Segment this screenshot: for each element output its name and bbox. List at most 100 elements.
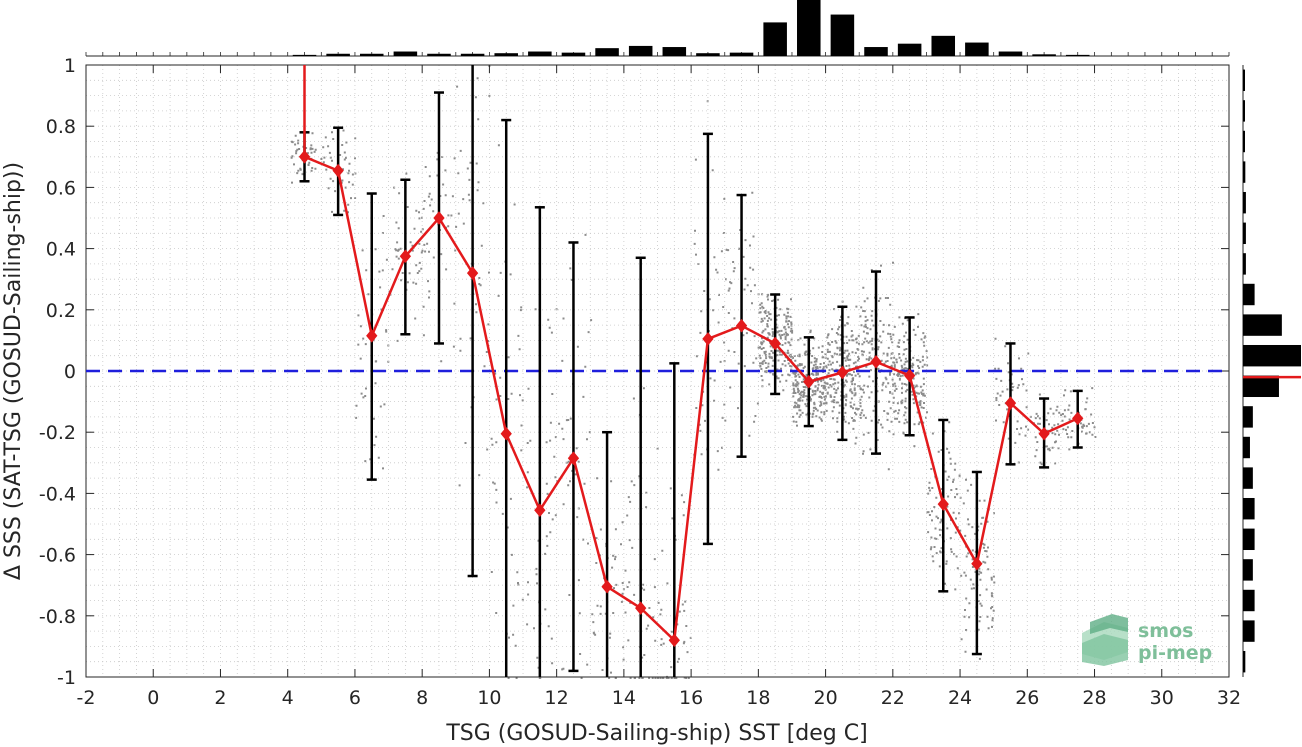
x-axis-title: TSG (GOSUD-Sailing-ship) SST [deg C] — [445, 721, 867, 746]
top-histogram-bar — [864, 47, 888, 56]
right-histogram-bar — [1243, 69, 1245, 92]
right-histogram-bar — [1243, 314, 1282, 336]
right-histogram-bar — [1243, 436, 1250, 459]
top-histogram-bar — [561, 52, 586, 56]
data-point-marker — [635, 601, 647, 615]
y-tick-label: -0.6 — [39, 545, 76, 567]
top-histogram-bar — [460, 53, 485, 56]
right-histogram-bar — [1243, 650, 1246, 673]
right-histogram-bar — [1243, 589, 1255, 612]
x-tick-label: 10 — [477, 687, 501, 709]
x-tick-label: 8 — [416, 687, 428, 709]
data-point-marker — [971, 556, 983, 571]
x-tick-label: 24 — [948, 687, 972, 709]
axis-ticks — [85, 64, 1230, 678]
data-point-marker — [399, 249, 412, 264]
top-histogram-bar — [998, 51, 1023, 56]
top-histogram-bar — [965, 42, 989, 56]
top-histogram-bar — [359, 53, 384, 56]
top-histogram-bar — [494, 53, 518, 56]
right-histogram-bar — [1243, 406, 1253, 428]
error-bar — [467, 65, 478, 578]
x-tick-label: 30 — [1150, 687, 1174, 709]
logo-text-line1: smos — [1138, 620, 1193, 642]
top-histogram-bar — [427, 53, 451, 56]
data-point-marker — [836, 365, 849, 380]
data-point-marker — [366, 329, 378, 343]
right-histogram-bar — [1243, 528, 1255, 551]
x-tick-label: 18 — [746, 687, 770, 709]
y-tick-label: -1 — [57, 667, 76, 689]
data-point-marker — [702, 332, 714, 346]
right-histogram-bar — [1243, 222, 1246, 245]
y-tick-label: 0 — [64, 361, 76, 383]
right-histogram — [1242, 65, 1301, 677]
data-point-marker — [870, 355, 882, 369]
data-point-marker — [1072, 411, 1084, 426]
top-histogram-bar — [729, 52, 754, 56]
x-tick-label: 4 — [282, 687, 294, 709]
right-histogram-bar — [1243, 467, 1253, 489]
right-histogram-bar — [1243, 620, 1255, 642]
y-tick-label: -0.8 — [39, 606, 76, 628]
x-tick-labels: -2 0 2 4 6 8 10 12 14 16 18 20 22 24 26 28 30 32 — [77, 687, 1242, 709]
top-histogram-bar — [528, 51, 552, 56]
top-histogram-bar — [1065, 54, 1090, 56]
top-histogram-bar — [931, 35, 956, 56]
data-point-marker — [803, 374, 815, 389]
y-tick-label: 0.8 — [46, 116, 76, 138]
y-tick-label: 0.6 — [46, 177, 76, 199]
x-tick-label: 28 — [1082, 687, 1106, 709]
data-point-marker — [534, 503, 546, 518]
data-point-marker — [332, 163, 344, 178]
top-histogram-bar — [326, 53, 350, 56]
top-histogram-bar — [292, 54, 317, 56]
data-point-marker — [769, 336, 781, 351]
y-tick-label: 0.2 — [46, 300, 76, 322]
top-histogram — [85, 0, 1230, 57]
y-axis-title: Δ SSS (SAT-TSG (GOSUD-Sailing-ship)) — [1, 162, 26, 580]
series-line — [303, 65, 1079, 643]
data-point-marker — [1038, 426, 1050, 441]
smos-pi-mep-logo: smos pi-mep — [1082, 614, 1212, 666]
data-point-marker — [903, 368, 916, 383]
top-histogram-bar — [1032, 54, 1056, 56]
right-histogram-bar — [1243, 253, 1246, 275]
data-point-marker — [433, 211, 445, 225]
right-histogram-bar — [1243, 100, 1245, 122]
y-tick-label: 0.4 — [46, 239, 76, 261]
x-tick-label: 0 — [147, 687, 159, 709]
error-bar — [602, 430, 613, 677]
right-histogram-bar — [1243, 344, 1301, 367]
y-tick-labels: 1 0.8 0.6 0.4 0.2 0 -0.2 -0.4 -0.6 -0.8 -1 — [39, 55, 76, 689]
data-point-marker — [567, 451, 580, 465]
x-tick-label: 20 — [813, 687, 837, 709]
y-tick-label: -0.2 — [39, 422, 76, 444]
data-point-marker — [298, 150, 311, 164]
series-markers — [298, 150, 1084, 648]
x-tick-label: 32 — [1217, 687, 1241, 709]
right-histogram-bar — [1243, 283, 1255, 306]
top-histogram-bar — [595, 48, 619, 56]
data-point-marker — [466, 266, 479, 280]
data-point-marker — [1004, 396, 1017, 410]
x-tick-label: 14 — [612, 687, 636, 709]
right-histogram-bar — [1243, 375, 1279, 398]
top-histogram-bar — [797, 0, 821, 56]
top-histogram-bar — [830, 14, 855, 56]
top-histogram-bar — [393, 51, 418, 56]
y-tick-label: 1 — [64, 55, 76, 77]
top-histogram-bar — [897, 43, 922, 56]
logo-text-line2: pi-mep — [1138, 642, 1212, 664]
error-bar — [501, 118, 512, 677]
right-histogram-bar — [1243, 161, 1246, 183]
right-histogram-bar — [1243, 559, 1253, 581]
x-tick-label: 22 — [881, 687, 905, 709]
x-tick-label: 6 — [349, 687, 361, 709]
x-tick-label: 16 — [679, 687, 703, 709]
right-histogram-bar — [1243, 130, 1245, 153]
data-point-marker — [500, 426, 512, 441]
x-tick-label: 12 — [545, 687, 569, 709]
right-histogram-bar — [1243, 497, 1255, 520]
